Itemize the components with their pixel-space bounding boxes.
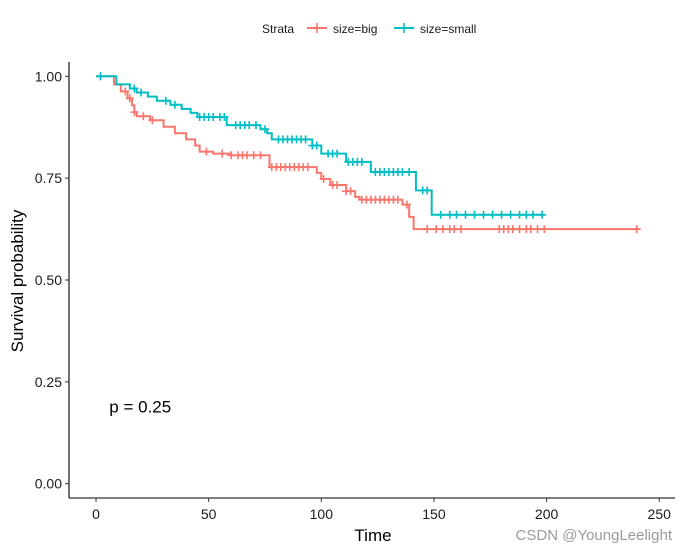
censor-mark [445,210,454,219]
censor-mark [423,186,432,195]
y-tick-label: 0.25 [35,374,62,390]
censor-mark [121,87,130,96]
series-layer [96,72,641,234]
legend: Strata size=big size=small [262,22,476,36]
y-axis: 0.00 0.25 0.50 0.75 1.00 [35,62,70,498]
censor-mark [202,147,211,156]
censor-mark [319,174,328,183]
censor-mark [139,112,148,121]
censor-mark [209,113,218,122]
censor-mark [540,225,549,234]
p-value-annotation: p = 0.25 [109,397,171,416]
censor-mark [393,195,402,204]
x-tick-label: 200 [535,506,559,522]
censor-mark [432,225,441,234]
censor-mark [506,210,515,219]
censor-mark [256,151,265,160]
censor-mark [242,151,251,160]
censor-mark [148,116,157,125]
censor-mark [529,210,538,219]
censor-mark [218,149,227,158]
legend-title: Strata [262,22,294,36]
censor-mark [312,141,321,150]
x-tick-label: 150 [422,506,446,522]
censor-mark [456,225,465,234]
x-tick-label: 250 [648,506,672,522]
censor-mark [436,210,445,219]
censor-mark [137,88,146,97]
censor-mark [130,108,139,117]
censor-mark [96,72,105,81]
censor-mark [402,200,411,209]
censor-mark [450,225,459,234]
legend-key-cross [313,23,321,33]
censor-mark [245,121,254,130]
censor-mark [333,181,342,190]
censor-mark [260,125,269,134]
censor-mark [405,168,414,177]
censor-mark [497,210,506,219]
y-tick-label: 0.75 [35,170,62,186]
censor-mark [170,100,179,109]
x-tick-label: 50 [201,506,217,522]
censor-mark [452,210,461,219]
censor-mark [249,151,258,160]
x-tick-label: 0 [92,506,100,522]
censor-mark [488,210,497,219]
censor-mark [461,210,470,219]
censor-mark [522,210,531,219]
plot-area: 0.00 0.25 0.50 0.75 1.00 0 50 100 150 200 250 [35,62,675,522]
censor-mark [515,210,524,219]
y-axis-title: Survival probability [8,209,27,352]
y-tick-label: 0.00 [35,476,62,492]
legend-label: size=small [420,22,476,36]
x-axis-title: Time [354,526,391,545]
censor-mark [398,168,407,177]
censor-mark [479,210,488,219]
y-tick-label: 1.00 [35,68,62,84]
x-axis: 0 50 100 150 200 250 [69,497,675,522]
legend-items: size=big size=small [307,22,476,36]
censor-mark [130,84,139,93]
censor-mark [346,187,355,196]
censor-mark [301,135,310,144]
censor-mark [423,225,432,234]
censor-mark [333,149,342,158]
censor-mark [251,121,260,130]
censor-mark [533,225,542,234]
censor-mark [227,151,236,160]
censor-mark [357,157,366,166]
censor-mark [632,225,641,234]
censor-mark [538,210,547,219]
censor-mark [161,96,170,105]
survival-step-line [96,75,639,231]
legend-label: size=big [333,22,377,36]
censor-mark [508,225,517,234]
x-tick-label: 100 [310,506,334,522]
censor-mark [220,113,229,122]
censor-mark [125,94,134,103]
series-size-small [96,72,547,219]
legend-key-cross [400,23,408,33]
censor-mark [526,225,535,234]
watermark: CSDN @YoungLeelight [516,527,673,544]
series-size-big [96,72,641,234]
censor-mark [438,225,447,234]
censor-mark [303,163,312,172]
censor-mark [515,225,524,234]
y-tick-label: 0.50 [35,272,62,288]
censor-mark [470,210,479,219]
